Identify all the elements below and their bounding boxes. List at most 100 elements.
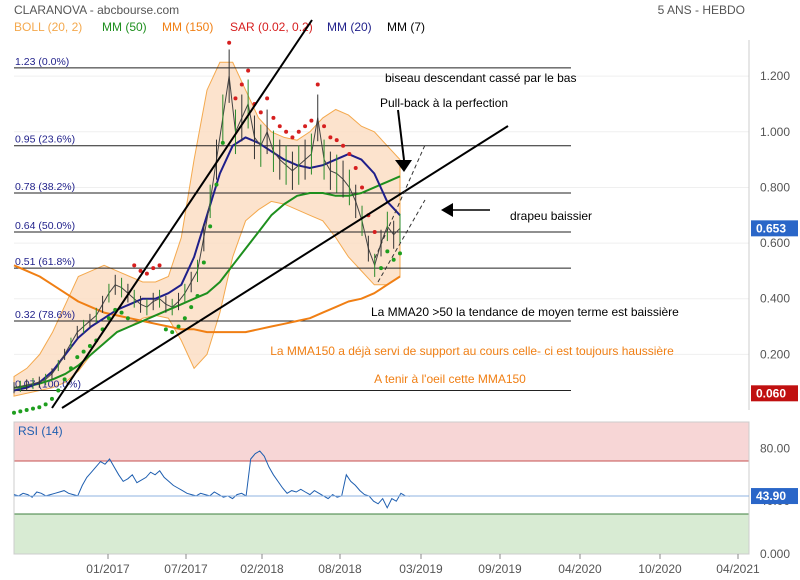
sar-dot [379, 266, 384, 271]
fib-label: 0.95 (23.6%) [15, 134, 75, 146]
sar-dot [309, 118, 314, 123]
annotation-text: biseau descendant cassé par le bas [385, 71, 576, 85]
x-tick-label: 04/2020 [558, 562, 602, 576]
x-tick-label: 07/2017 [164, 562, 208, 576]
sar-dot [239, 82, 244, 87]
sar-dot [18, 409, 23, 414]
x-tick-label: 08/2018 [318, 562, 362, 576]
low-price-tag: 0.060 [756, 386, 786, 400]
fib-label: 0.51 (61.8%) [15, 256, 75, 268]
annotation-text: Pull-back à la perfection [380, 96, 508, 110]
flag-lower [377, 199, 426, 283]
sar-dot [322, 124, 327, 129]
legend: BOLL (20, 2) MM (50) MM (150) SAR (0.02,… [14, 20, 425, 34]
x-tick-label: 04/2021 [716, 562, 760, 576]
rsi-overbought-zone [14, 422, 749, 461]
fibonacci-levels: 1.23 (0.0%) 0.95 (23.6%) 0.78 (38.2%) 0.64 … [14, 56, 571, 392]
sar-dot [214, 182, 219, 187]
sar-dot [271, 115, 276, 120]
chart-period: 5 ANS - HEBDO [658, 3, 745, 17]
sar-dot [144, 271, 149, 276]
pullback-arrow-line [397, 109, 405, 161]
sar-dot [372, 229, 377, 234]
trend-line-steep [51, 19, 313, 409]
x-tick-label: 03/2019 [399, 562, 443, 576]
sar-dot [334, 138, 339, 143]
rsi-last-tag: 43.90 [756, 489, 786, 503]
sar-dot [68, 366, 73, 371]
annotation-text: A tenir à l'oeil cette MMA150 [374, 372, 526, 386]
trend-lines [51, 19, 509, 409]
sar-dot [227, 40, 232, 45]
low-price-tag-bg [751, 385, 798, 402]
sar-dot [138, 268, 143, 273]
fib-label: 0.78 (38.2%) [15, 181, 75, 193]
sar-dot [132, 263, 137, 268]
pullback-arrow-head [395, 160, 412, 172]
rsi-series [13, 450, 749, 509]
legend-mm7: MM (7) [387, 20, 425, 34]
sar-dot [315, 82, 320, 87]
sar-dot [208, 224, 213, 229]
sar-dot [170, 330, 175, 335]
sar-dot [303, 124, 308, 129]
sar-dot [258, 110, 263, 115]
flag-arrow-head [441, 203, 453, 217]
price-y-tick: 0.200 [760, 347, 790, 361]
x-tick-label: 01/2017 [86, 562, 130, 576]
sar-dot [195, 293, 200, 298]
mm150-line [13, 264, 401, 334]
sar-dot [182, 316, 187, 321]
sar-dot [391, 257, 396, 262]
sar-dot [296, 129, 301, 134]
price-y-tick: 1.000 [760, 125, 790, 139]
legend-mm50: MM (50) [102, 20, 147, 34]
legend-mm20: MM (20) [327, 20, 372, 34]
sar-dot [87, 344, 92, 349]
sar-dot [189, 305, 194, 310]
sar-dot [246, 68, 251, 73]
sar-dot [233, 96, 238, 101]
price-panel: 1.23 (0.0%) 0.95 (23.6%) 0.78 (38.2%) 0.64 … [12, 19, 798, 415]
sar-dot [265, 96, 270, 101]
rsi-y-tick: 80.00 [760, 441, 790, 455]
rsi-frame [13, 421, 750, 555]
sar-dot [106, 316, 111, 321]
annotation-text: La MMA20 >50 la tendance de moyen terme … [371, 305, 679, 319]
sar-dot [220, 140, 225, 145]
sar-dot [62, 377, 67, 382]
rsi-line [13, 450, 411, 509]
rsi-y-tick: 0.000 [760, 547, 790, 561]
sar-dot [353, 165, 358, 170]
sar-dot [360, 185, 365, 190]
sar-dot [284, 129, 289, 134]
sar-dot [157, 263, 162, 268]
sar-dot [176, 324, 181, 329]
mm50-line [13, 175, 401, 389]
annotations: biseau descendant cassé par le bas Pull-b… [270, 71, 679, 386]
sar-dot [201, 260, 206, 265]
rsi-oversold-zone [14, 514, 749, 554]
price-y-tick: 1.200 [760, 69, 790, 83]
sar-dot [163, 327, 168, 332]
x-tick-label: 02/2018 [240, 562, 284, 576]
last-price-tag: 0.653 [756, 221, 786, 235]
sar-dot [277, 124, 282, 129]
sar-dot [43, 402, 48, 407]
sar-dot [81, 349, 86, 354]
sar-dot [24, 408, 29, 412]
x-tick-label: 10/2020 [638, 562, 682, 576]
price-y-axis: 1.200 1.000 0.800 0.600 0.400 0.200 0.653 0.060 [748, 40, 798, 410]
sar-dot [119, 310, 124, 315]
rsi-title: RSI (14) [18, 424, 63, 438]
annotation-text: drapeu baissier [510, 209, 592, 223]
sar-dots [12, 40, 402, 415]
price-y-tick: 0.400 [760, 292, 790, 306]
price-series [13, 49, 401, 394]
legend-mm150: MM (150) [162, 20, 213, 34]
sar-dot [151, 266, 156, 271]
mm20-line [13, 136, 401, 392]
